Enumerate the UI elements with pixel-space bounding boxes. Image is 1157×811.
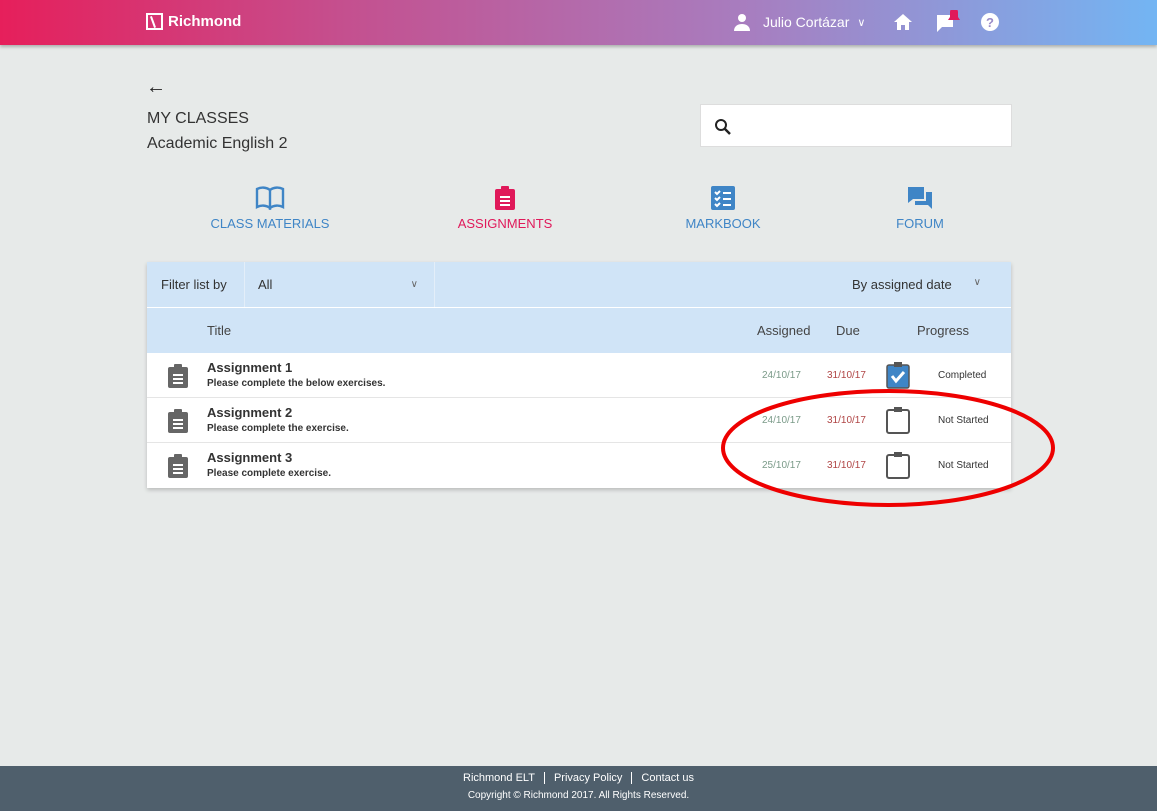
due-date: 31/10/17 [827,370,866,381]
richmond-logo[interactable]: Richmond [146,13,241,30]
assignment-description: Please complete the below exercises. [207,378,386,389]
clipboard-empty-icon [886,407,910,434]
clipboard-empty-icon [886,452,910,479]
svg-text:?: ? [986,15,994,30]
filter-label: Filter list by [147,262,245,307]
table-row[interactable]: Assignment 2 Please complete the exercis… [147,398,1011,443]
chevron-down-icon: ∨ [973,277,981,288]
sort-select[interactable]: By assigned date ∨ [852,277,981,292]
tab-label: ASSIGNMENTS [457,216,553,231]
assignment-icon [168,454,188,478]
home-icon[interactable] [893,12,913,32]
user-menu[interactable]: Julio Cortázar ∨ [733,13,865,31]
tab-label: FORUM [896,216,944,231]
filter-select[interactable]: All ∨ [245,262,435,307]
tab-class-materials[interactable]: CLASS MATERIALS [170,186,370,231]
brand-name: Richmond [168,13,242,30]
footer-link-privacy-policy[interactable]: Privacy Policy [543,772,631,784]
search-icon [715,119,731,135]
notifications-icon[interactable] [936,10,962,34]
search-input[interactable] [700,104,1012,147]
footer-link-richmond-elt[interactable]: Richmond ELT [463,772,535,784]
assignment-title[interactable]: Assignment 1 [207,360,293,375]
assignment-icon [168,409,188,433]
progress-status: Not Started [938,460,989,471]
footer: Richmond ELT Privacy Policy Contact us C… [0,766,1157,811]
assignments-panel: Filter list by All ∨ By assigned date ∨ Ti… [147,262,1011,488]
checklist-icon [711,186,735,210]
tab-assignments[interactable]: ASSIGNMENTS [405,186,605,231]
progress-status: Not Started [938,415,989,426]
column-progress: Progress [917,323,970,338]
table-row[interactable]: Assignment 3 Please complete exercise. 2… [147,443,1011,488]
progress-status: Completed [938,370,987,381]
table-row[interactable]: Assignment 1 Please complete the below e… [147,353,1011,398]
tab-label: MARKBOOK [685,216,761,231]
help-icon[interactable]: ? [980,12,1000,32]
tab-forum[interactable]: FORUM [820,186,1020,231]
class-name: Academic English 2 [147,135,288,152]
assigned-date: 25/10/17 [762,460,801,471]
chat-icon [908,187,932,209]
assignment-title[interactable]: Assignment 2 [207,405,293,420]
chevron-down-icon: ∨ [857,16,866,29]
user-name: Julio Cortázar [763,14,850,30]
chevron-down-icon: ∨ [410,279,418,290]
assigned-date: 24/10/17 [762,370,801,381]
footer-link-contact-us[interactable]: Contact us [631,772,703,784]
copyright: Copyright © Richmond 2017. All Rights Re… [467,790,690,801]
assignment-title[interactable]: Assignment 3 [207,450,293,465]
sort-value: By assigned date [851,277,952,292]
assignment-icon [168,364,188,388]
user-icon [734,14,750,31]
filter-bar: Filter list by All ∨ By assigned date ∨ [147,262,1011,308]
top-bar: Richmond Julio Cortázar ∨ ? [0,0,1157,45]
tab-label: CLASS MATERIALS [210,216,330,231]
clipboard-check-icon [886,362,910,389]
filter-value: All [258,277,273,292]
tab-markbook[interactable]: MARKBOOK [623,186,823,231]
column-title: Title [207,323,232,338]
back-button[interactable]: ← [146,76,166,98]
assignment-description: Please complete the exercise. [207,423,349,434]
clipboard-icon [495,186,515,210]
table-header: Title Assigned Due Progress [147,308,1011,353]
column-due: Due [836,323,860,338]
column-assigned: Assigned [757,323,811,338]
due-date: 31/10/17 [827,415,866,426]
book-icon [255,186,285,210]
assigned-date: 24/10/17 [762,415,801,426]
due-date: 31/10/17 [827,460,866,471]
assignment-description: Please complete exercise. [207,468,331,479]
logo-icon [146,13,163,30]
page-title: MY CLASSES [147,110,249,127]
